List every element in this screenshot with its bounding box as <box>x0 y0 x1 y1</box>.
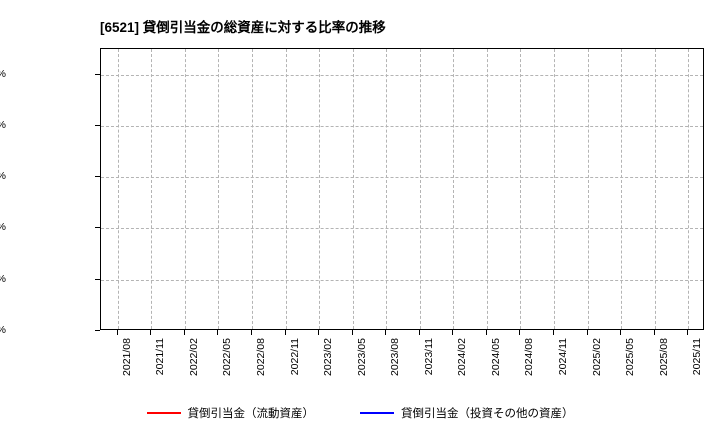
x-axis-tick <box>485 330 487 335</box>
gridline-vertical <box>453 49 455 329</box>
x-axis-label: 2022/11 <box>288 338 301 376</box>
x-axis-tick <box>251 330 252 335</box>
x-axis-tick <box>217 330 219 335</box>
x-axis-tick <box>351 330 353 335</box>
x-axis-label: 2022/02 <box>187 338 200 376</box>
gridline-vertical <box>386 49 388 329</box>
gridline-vertical <box>218 49 220 329</box>
x-axis-tick <box>318 330 320 335</box>
x-axis-label: 2021/08 <box>120 338 133 376</box>
legend-swatch <box>146 412 181 414</box>
x-axis-label: 2021/11 <box>154 338 167 376</box>
x-axis-label: 2024/08 <box>523 338 536 376</box>
y-axis-label: 0.0% <box>0 324 6 336</box>
y-axis-tick <box>95 124 100 126</box>
x-axis-label: 2025/11 <box>691 338 704 376</box>
x-axis-tick <box>150 330 152 335</box>
gridline-horizontal <box>101 279 703 281</box>
x-axis-tick <box>183 330 185 335</box>
gridline-vertical <box>151 49 153 329</box>
gridline-vertical <box>285 49 287 329</box>
gridline-vertical <box>688 49 690 329</box>
gridline-vertical <box>621 49 623 329</box>
gridline-vertical <box>554 49 555 329</box>
chart-legend: 貸倒引当金（流動資産） 貸倒引当金（投資その他の資産） <box>0 405 720 421</box>
x-axis-tick <box>653 330 655 335</box>
gridline-horizontal <box>101 74 703 76</box>
x-axis-label: 2025/05 <box>624 338 637 376</box>
x-axis-label: 2024/02 <box>456 338 469 376</box>
y-axis-tick <box>95 227 100 229</box>
x-axis-label: 2022/05 <box>221 338 234 376</box>
legend-label: 貸倒引当金（投資その他の資産） <box>401 408 574 420</box>
gridline-vertical <box>587 49 589 329</box>
legend-swatch <box>360 412 394 414</box>
gridline-vertical <box>352 49 354 329</box>
gridline-vertical <box>252 49 253 329</box>
x-axis-label: 2023/02 <box>322 338 335 376</box>
x-axis-label: 2025/02 <box>590 338 603 376</box>
gridline-vertical <box>486 49 488 329</box>
y-axis-label: 40.0% <box>0 119 6 131</box>
x-axis-label: 2023/08 <box>389 338 402 376</box>
gridline-vertical <box>419 49 421 329</box>
x-axis-tick <box>385 330 387 335</box>
gridline-vertical <box>117 49 119 329</box>
gridline-horizontal <box>101 228 703 230</box>
gridline-vertical <box>319 49 321 329</box>
x-axis-tick <box>687 330 689 335</box>
gridline-vertical <box>184 49 186 329</box>
chart-title: [6521] 貸倒引当金の総資産に対する比率の推移 <box>100 20 386 35</box>
gridline-vertical <box>654 49 656 329</box>
x-axis-tick <box>586 330 588 335</box>
x-axis-label: 2025/08 <box>657 338 670 376</box>
x-axis-tick <box>452 330 454 335</box>
legend-item[interactable]: 貸倒引当金（投資その他の資産） <box>360 405 574 421</box>
plot-area <box>100 48 704 330</box>
x-axis-tick <box>284 330 286 335</box>
legend-label: 貸倒引当金（流動資産） <box>187 408 315 420</box>
gridline-vertical <box>520 49 522 329</box>
y-axis-tick <box>95 73 100 75</box>
gridline-horizontal <box>101 177 703 179</box>
legend-item[interactable]: 貸倒引当金（流動資産） <box>146 405 315 421</box>
x-axis-label: 2024/05 <box>489 338 502 376</box>
y-axis-label: 20.0% <box>0 221 6 233</box>
x-axis-tick <box>553 330 554 335</box>
y-axis-tick <box>95 176 100 178</box>
x-axis-tick <box>519 330 521 335</box>
x-axis-label: 2023/05 <box>355 338 368 376</box>
y-axis-label: 50.0% <box>0 68 6 80</box>
y-axis-tick <box>95 278 100 280</box>
gridline-horizontal <box>101 125 703 127</box>
x-axis-label: 2023/11 <box>422 338 435 376</box>
y-axis-label: 30.0% <box>0 170 6 182</box>
x-axis-label: 2022/08 <box>255 338 267 376</box>
y-axis-tick <box>95 330 100 331</box>
x-axis-tick <box>418 330 420 335</box>
y-axis-label: 10.0% <box>0 273 6 285</box>
x-axis-label: 2024/11 <box>557 338 569 376</box>
x-axis-tick <box>620 330 622 335</box>
x-axis-tick <box>116 330 118 335</box>
